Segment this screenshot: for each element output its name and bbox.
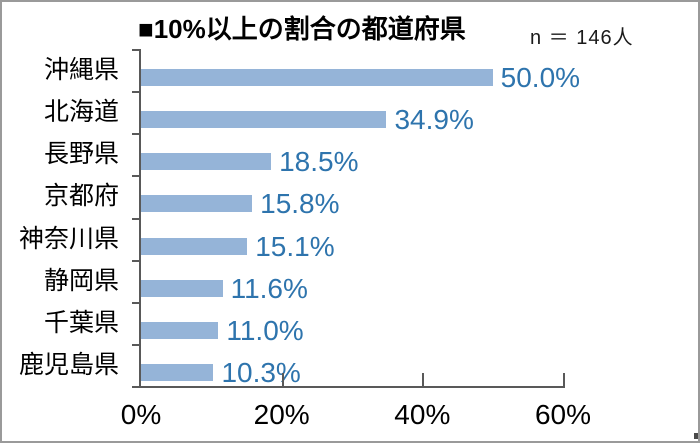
- category-axis-tick: [132, 49, 141, 51]
- bar: [141, 321, 219, 339]
- bar: [141, 279, 223, 297]
- value-label: 11.6%: [230, 272, 308, 304]
- value-label: 34.9%: [394, 104, 474, 136]
- category-label: 静岡県: [43, 266, 119, 295]
- category-axis-tick: [132, 133, 141, 136]
- bar: [141, 363, 214, 381]
- value-label: 10.3%: [221, 356, 301, 388]
- value-label: 50.0%: [500, 62, 581, 93]
- category-label: 北海道: [43, 98, 119, 127]
- sample-size-label: n ＝ 146人: [530, 27, 634, 49]
- chart-title: ■10%以上の割合の都道府県: [138, 14, 466, 44]
- x-axis-label: 0%: [120, 399, 162, 430]
- category-axis-tick: [132, 343, 141, 346]
- value-label: 15.1%: [255, 230, 335, 262]
- value-label: 18.5%: [279, 146, 359, 178]
- category-label: 京都府: [43, 182, 119, 211]
- resize-handle-artifact: [694, 433, 698, 439]
- category-label: 神奈川県: [18, 224, 119, 253]
- bar: [141, 153, 272, 171]
- x-axis-label: 20%: [253, 399, 310, 430]
- category-axis-tick: [132, 175, 141, 178]
- category-label: 鹿児島県: [18, 350, 119, 379]
- category-axis-tick: [132, 217, 141, 220]
- value-axis-tick: [563, 373, 565, 386]
- value-label: 15.8%: [260, 188, 340, 220]
- bar: [141, 237, 248, 255]
- category-label: 長野県: [43, 140, 119, 169]
- value-axis-tick: [422, 373, 425, 386]
- bar: [141, 69, 493, 86]
- category-axis-tick: [132, 259, 141, 262]
- x-axis-label: 60%: [534, 399, 592, 430]
- value-axis-tick: [281, 373, 284, 386]
- bar: [141, 195, 253, 213]
- category-label: 沖縄県: [43, 56, 119, 84]
- category-axis-tick: [132, 386, 141, 388]
- category-label: 千葉県: [43, 308, 119, 337]
- value-label: 11.0%: [226, 314, 304, 346]
- category-axis-tick: [132, 301, 141, 304]
- category-axis-tick: [132, 91, 141, 94]
- bar: [141, 111, 387, 129]
- x-axis-label: 40%: [394, 399, 451, 430]
